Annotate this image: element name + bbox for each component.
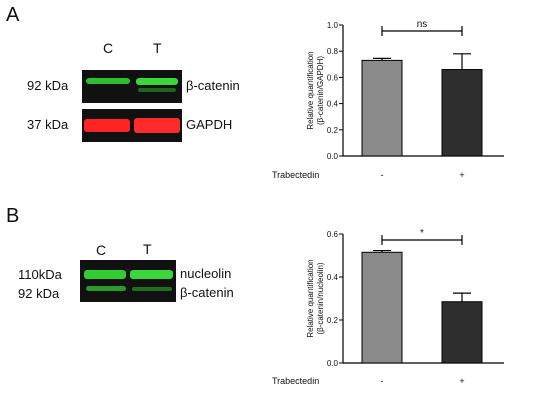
marker-37kda: 37 kDa <box>27 117 69 132</box>
blot-beta-catenin <box>82 70 182 103</box>
chart-b-y-tick-label-1: 0.2 <box>327 316 339 325</box>
chart-a-y-tick-label-2: 0.4 <box>327 100 339 109</box>
protein-label-gapdh: GAPDH <box>186 117 233 132</box>
protein-label-beta-catenin: β-catenin <box>186 78 240 93</box>
band-beta-catenin-control-b <box>86 286 126 291</box>
chart-b-treatment-label: Trabectedin <box>272 376 319 386</box>
chart-a-treatment-label: Trabectedin <box>272 170 319 180</box>
chart-a-bar-1 <box>441 69 483 157</box>
band-nucleolin-control <box>84 270 126 279</box>
chart-a-category-label-1: + <box>459 170 464 180</box>
blot-gapdh <box>82 109 182 142</box>
panel-b-letter: B <box>6 205 20 227</box>
band-nucleolin-treated <box>130 270 173 279</box>
chart-b-y-label: Relative quantification(β-catenin/nucleo… <box>306 259 325 337</box>
lane-label-treated-b: T <box>143 241 152 257</box>
chart-b-category-label-0: - <box>381 376 384 386</box>
lane-label-control: C <box>103 40 114 56</box>
marker-92kda-b: 92 kDa <box>18 286 60 301</box>
chart-a-bar-0 <box>361 59 403 157</box>
band-beta-catenin-faint <box>138 88 176 92</box>
chart-a-y-tick-label-3: 0.6 <box>327 73 339 82</box>
chart-a-sig-label: ns <box>417 19 428 30</box>
chart-b-category-label-1: + <box>459 376 464 386</box>
chart-a-y-tick-label-0: 0.0 <box>327 152 339 161</box>
band-gapdh-control <box>84 119 130 132</box>
band-gapdh-treated <box>134 118 180 133</box>
protein-label-beta-catenin-b: β-catenin <box>180 285 234 300</box>
chart-a-y-tick-label-1: 0.2 <box>327 126 339 135</box>
chart-a-y-label: Relative quantification(β-catenin/GAPDH) <box>306 51 325 129</box>
chart-a-y-tick-label-4: 0.8 <box>327 47 339 56</box>
lane-label-control-b: C <box>96 242 107 258</box>
lane-label-treated: T <box>153 40 162 56</box>
chart-b-sig-label: * <box>420 228 424 239</box>
chart-a-category-label-0: - <box>381 170 384 180</box>
chart-b-y-tick-label-3: 0.6 <box>327 230 339 239</box>
protein-label-nucleolin: nucleolin <box>180 266 232 281</box>
chart-b-bar-0 <box>361 251 403 364</box>
chart-b-bar-1 <box>441 301 483 364</box>
blot-nucleolin-beta-catenin <box>80 260 176 302</box>
marker-92kda: 92 kDa <box>27 78 69 93</box>
chart-b-y-tick-label-2: 0.4 <box>327 273 339 282</box>
chart-a-y-tick-label-5: 1.0 <box>327 21 339 30</box>
band-beta-catenin-control <box>86 78 130 84</box>
panel-a-letter: A <box>6 4 20 26</box>
chart-b-y-tick-label-0: 0.0 <box>327 359 339 368</box>
band-beta-catenin-treated-b <box>132 287 172 291</box>
band-beta-catenin-treated <box>136 78 178 85</box>
marker-110kda: 110kDa <box>18 267 62 282</box>
